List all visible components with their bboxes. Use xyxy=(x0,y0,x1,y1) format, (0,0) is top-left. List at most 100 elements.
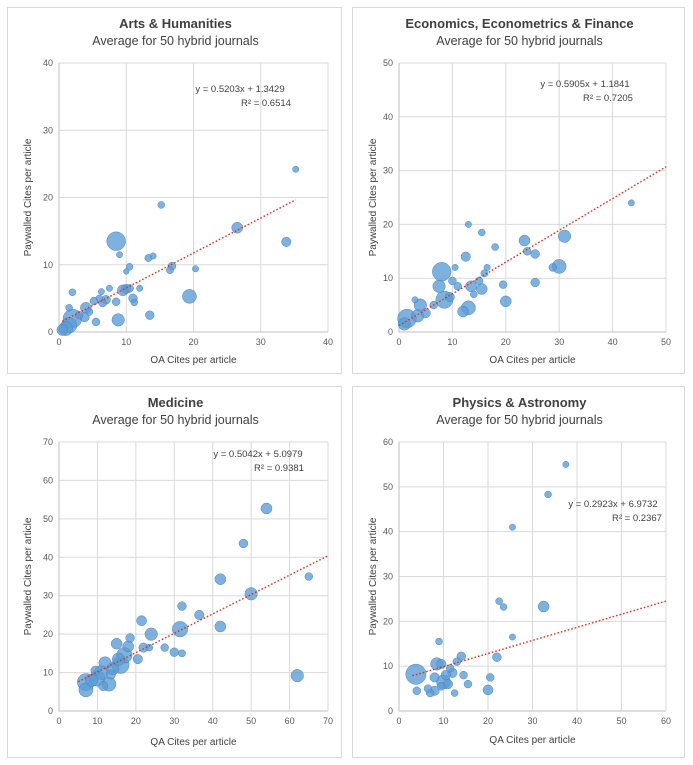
y-tick-label: 10 xyxy=(43,260,53,270)
data-point xyxy=(530,249,540,259)
data-point xyxy=(132,654,143,665)
data-point xyxy=(486,673,495,682)
x-axis-label: OA Cites per article xyxy=(489,355,576,366)
x-tick-label: 30 xyxy=(256,337,266,347)
data-point xyxy=(214,573,227,585)
x-tick-label: 20 xyxy=(131,716,141,726)
data-point xyxy=(98,656,112,670)
x-tick-label: 40 xyxy=(572,716,582,726)
data-point xyxy=(492,652,502,662)
data-point xyxy=(437,682,446,691)
data-point xyxy=(95,294,104,303)
chart-panel-physics-astronomy: Physics & Astronomy Average for 50 hybrid… xyxy=(352,386,685,758)
data-point xyxy=(562,461,570,468)
data-point xyxy=(460,251,471,262)
data-point xyxy=(548,263,557,272)
x-axis-label: OA Cites per article xyxy=(150,355,237,366)
data-point xyxy=(111,313,125,327)
x-tick-label: 50 xyxy=(246,716,256,726)
data-point xyxy=(509,633,516,641)
data-point xyxy=(453,282,462,291)
data-point xyxy=(178,649,186,658)
y-tick-label: 0 xyxy=(388,327,393,337)
data-point xyxy=(476,283,488,295)
data-point xyxy=(411,296,419,304)
data-point xyxy=(281,236,292,247)
data-point xyxy=(160,643,169,652)
data-point xyxy=(130,298,139,307)
chart-subtitle: Average for 50 hybrid journals xyxy=(436,34,603,48)
data-point xyxy=(440,670,451,681)
chart-svg-economics: Economics, Econometrics & Finance Average… xyxy=(368,16,671,366)
data-point xyxy=(478,228,486,237)
data-point xyxy=(98,681,109,691)
data-point xyxy=(465,221,472,228)
data-point xyxy=(495,597,503,605)
x-tick-label: 0 xyxy=(396,337,401,347)
chart-panel-arts-humanities: Arts & Humanities Average for 50 hybrid j… xyxy=(7,7,342,374)
chart-title: Medicine xyxy=(148,395,204,410)
data-point xyxy=(537,600,550,613)
data-point xyxy=(260,502,273,515)
y-tick-label: 40 xyxy=(43,552,53,562)
data-point xyxy=(429,672,440,683)
y-axis-label: Paywalled Cites per article xyxy=(23,517,34,635)
data-point xyxy=(420,308,431,319)
y-tick-label: 30 xyxy=(43,591,53,601)
chart-subtitle: Average for 50 hybrid journals xyxy=(92,413,259,427)
x-tick-label: 20 xyxy=(501,337,511,347)
data-point xyxy=(105,669,116,680)
data-point xyxy=(457,305,469,318)
data-point xyxy=(192,265,199,273)
x-axis-label: QA Cites per article xyxy=(489,735,576,746)
trendline-equation: y = 0.5905x + 1.1841 xyxy=(540,79,629,90)
y-tick-label: 20 xyxy=(383,616,393,626)
x-tick-label: 20 xyxy=(483,716,493,726)
data-point xyxy=(423,684,433,693)
data-point xyxy=(290,669,304,683)
x-tick-label: 10 xyxy=(121,337,131,347)
data-point xyxy=(450,689,459,697)
chart-svg-physics-astronomy: Physics & Astronomy Average for 50 hybrid… xyxy=(368,395,671,746)
y-tick-label: 50 xyxy=(383,482,393,492)
data-point xyxy=(149,252,157,260)
y-tick-label: 60 xyxy=(43,475,53,485)
data-point xyxy=(412,686,421,696)
y-tick-label: 50 xyxy=(383,58,393,68)
data-point xyxy=(91,317,101,327)
chart-title: Economics, Econometrics & Finance xyxy=(405,16,633,31)
chart-title: Arts & Humanities xyxy=(119,16,232,31)
data-point xyxy=(435,637,443,646)
y-tick-label: 20 xyxy=(383,219,393,229)
y-tick-label: 40 xyxy=(383,112,393,122)
data-point xyxy=(214,620,227,633)
trendline xyxy=(398,166,667,327)
data-point xyxy=(111,297,121,306)
data-point xyxy=(90,665,101,676)
data-point xyxy=(65,304,73,312)
data-point xyxy=(470,290,478,299)
x-tick-label: 0 xyxy=(396,716,401,726)
data-point xyxy=(448,276,457,286)
trendline-equation: y = 0.2923x + 6.9732 xyxy=(568,499,657,510)
x-tick-label: 0 xyxy=(56,716,61,726)
data-point xyxy=(157,201,165,209)
y-axis-label: Paywalled Cites per article xyxy=(368,517,379,635)
x-tick-label: 30 xyxy=(554,337,564,347)
trendline-equation: y = 0.5203x + 1.3429 xyxy=(195,84,284,95)
data-point xyxy=(451,264,459,271)
data-point xyxy=(125,284,134,293)
data-point xyxy=(85,307,94,316)
r-squared-label: R² = 0.9381 xyxy=(254,463,304,474)
x-tick-label: 30 xyxy=(527,716,537,726)
data-point xyxy=(304,572,313,581)
y-tick-label: 20 xyxy=(43,629,53,639)
x-tick-label: 40 xyxy=(323,337,333,347)
y-tick-label: 20 xyxy=(43,193,53,203)
data-point xyxy=(177,601,187,611)
y-tick-label: 40 xyxy=(43,58,53,68)
y-tick-label: 10 xyxy=(43,668,53,678)
x-axis-label: QA Cites per article xyxy=(150,737,237,748)
data-point xyxy=(166,266,174,274)
data-point xyxy=(500,295,512,308)
